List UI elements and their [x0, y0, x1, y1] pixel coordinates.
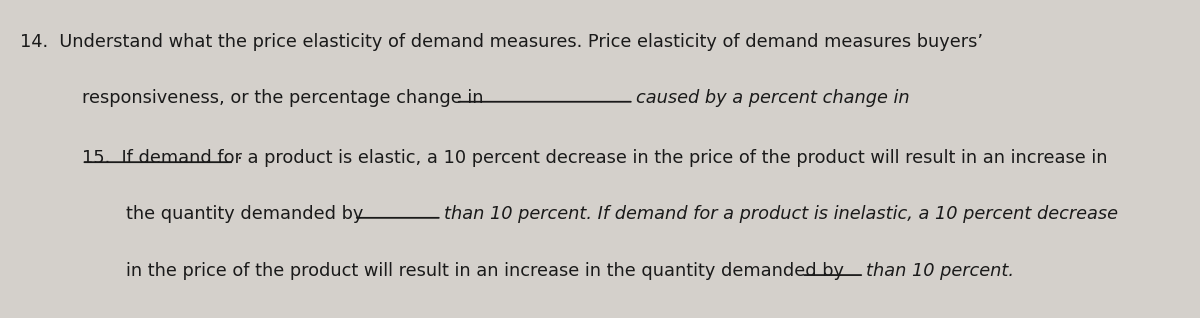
Text: responsiveness, or the percentage change in: responsiveness, or the percentage change… — [82, 89, 484, 107]
Text: .: . — [236, 145, 242, 163]
Text: caused by a percent change in: caused by a percent change in — [636, 89, 910, 107]
Text: than 10 percent. If demand for a product is inelastic, a 10 percent decrease: than 10 percent. If demand for a product… — [444, 205, 1118, 223]
Text: 15.  If demand for a product is elastic, a 10 percent decrease in the price of t: 15. If demand for a product is elastic, … — [82, 149, 1108, 168]
Text: in the price of the product will result in an increase in the quantity demanded : in the price of the product will result … — [126, 262, 844, 280]
Text: the quantity demanded by: the quantity demanded by — [126, 205, 364, 223]
Text: 14.  Understand what the price elasticity of demand measures. Price elasticity o: 14. Understand what the price elasticity… — [20, 33, 984, 52]
Text: than 10 percent.: than 10 percent. — [866, 262, 1014, 280]
